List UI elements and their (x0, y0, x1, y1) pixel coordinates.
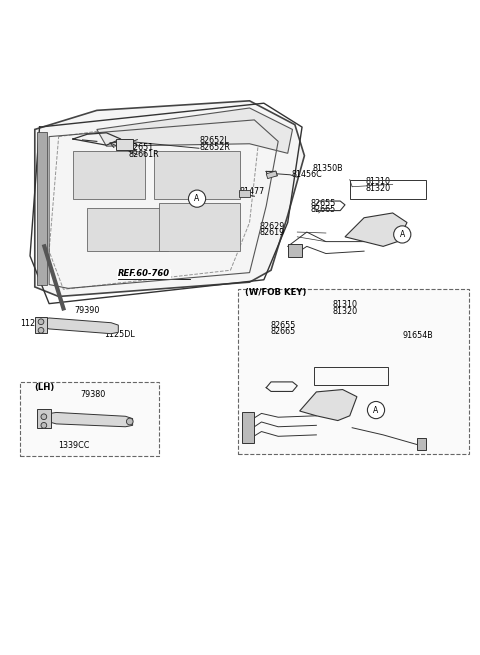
Polygon shape (39, 318, 118, 333)
Bar (116, 140, 132, 150)
Circle shape (126, 418, 133, 425)
Bar (35, 316, 47, 333)
Polygon shape (159, 204, 240, 251)
Text: 81350B: 81350B (312, 164, 343, 173)
Polygon shape (97, 108, 292, 153)
Text: 81477: 81477 (239, 187, 264, 196)
Text: A: A (373, 405, 379, 415)
Circle shape (367, 402, 384, 419)
Text: 82652R: 82652R (199, 143, 230, 152)
Polygon shape (300, 390, 357, 421)
Circle shape (41, 414, 47, 420)
Text: 82655: 82655 (270, 320, 295, 329)
Bar (288, 244, 302, 257)
Bar (21, 383, 159, 457)
Polygon shape (154, 151, 240, 198)
Circle shape (189, 190, 205, 207)
Bar (37, 409, 50, 428)
Text: A: A (194, 194, 200, 203)
Text: 82661R: 82661R (129, 149, 159, 159)
Polygon shape (266, 171, 277, 179)
Text: 81310: 81310 (332, 301, 357, 309)
Text: (W/FOB KEY): (W/FOB KEY) (245, 288, 306, 297)
Text: 81320: 81320 (365, 183, 391, 193)
Text: 1125DA: 1125DA (21, 318, 52, 328)
Text: 82665: 82665 (311, 205, 336, 214)
Circle shape (38, 328, 44, 333)
Bar (314, 367, 388, 384)
Text: (LH): (LH) (34, 383, 54, 392)
Text: 81456C: 81456C (291, 170, 322, 179)
Polygon shape (35, 101, 304, 297)
Text: 1339CC: 1339CC (59, 441, 90, 450)
Text: 82619: 82619 (259, 229, 284, 237)
Polygon shape (44, 413, 132, 427)
Bar (238, 290, 469, 454)
Text: 82652L: 82652L (199, 136, 229, 145)
Polygon shape (73, 151, 144, 198)
Text: 81320: 81320 (332, 307, 357, 316)
Circle shape (38, 319, 44, 325)
Circle shape (394, 226, 411, 243)
Text: 79390: 79390 (74, 306, 99, 315)
Text: 1125DL: 1125DL (104, 330, 135, 339)
Text: 82629: 82629 (259, 222, 285, 231)
Text: 81310: 81310 (365, 178, 391, 186)
Text: 82655: 82655 (311, 199, 336, 208)
Text: 91654B: 91654B (402, 331, 433, 341)
Text: 82651: 82651 (129, 143, 154, 152)
Text: 82665: 82665 (270, 327, 295, 336)
Bar (239, 190, 251, 196)
Bar (417, 438, 426, 450)
Text: 79380: 79380 (80, 390, 106, 399)
Polygon shape (37, 132, 47, 284)
Text: A: A (400, 230, 405, 239)
Text: REF.60-760: REF.60-760 (118, 269, 170, 278)
Polygon shape (345, 213, 407, 246)
Circle shape (41, 422, 47, 428)
Bar (350, 179, 426, 198)
Bar (242, 413, 254, 443)
Polygon shape (87, 208, 168, 251)
